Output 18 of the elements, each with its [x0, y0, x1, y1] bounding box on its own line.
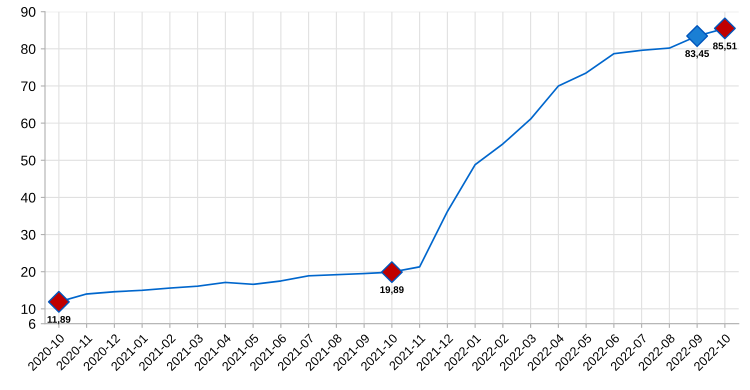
y-tick-label: 20 — [21, 267, 36, 277]
y-tick-label: 10 — [22, 304, 36, 314]
point — [48, 290, 70, 313]
y-tick-label: 30 — [21, 230, 36, 240]
data-label: 85,51 — [713, 42, 737, 51]
data-label: 83,45 — [685, 50, 710, 58]
point — [714, 17, 736, 40]
y-tick-label: 80 — [21, 44, 36, 54]
y-tick-label: 50 — [21, 156, 36, 166]
y-tick-label: 90 — [21, 7, 36, 17]
y-tick-label: 40 — [20, 192, 36, 203]
y-tick-label: 6 — [28, 319, 36, 329]
point — [380, 261, 403, 284]
y-tick-label: 70 — [21, 81, 36, 92]
point — [686, 25, 708, 48]
data-label: 11,89 — [48, 316, 70, 324]
data-label: 19,89 — [380, 286, 404, 295]
y-tick-label: 60 — [21, 118, 36, 128]
